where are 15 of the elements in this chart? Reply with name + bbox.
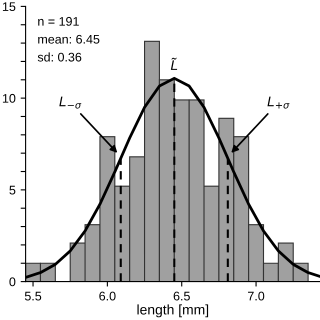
x-tick-label: 5.5: [24, 292, 42, 301]
y-tick-label: 5: [9, 186, 16, 195]
annotation: L$_{−σ}$: [59, 96, 82, 109]
x-axis-title: length [mm]: [137, 304, 208, 318]
annotation: L$_{+σ}$: [267, 96, 290, 109]
y-tick-label: 10: [2, 94, 16, 103]
x-tick-label: 7.0: [248, 292, 264, 301]
x-tick-label: 6.0: [99, 292, 116, 301]
y-tick-label: 15: [2, 2, 16, 12]
annotation: L̃: [170, 58, 178, 70]
y-tick-label: 0: [9, 277, 16, 286]
annotation: n = 191: [38, 16, 79, 26]
annotation: mean: 6.45: [38, 34, 100, 44]
x-tick-label: 6.5: [174, 292, 190, 301]
annotation: sd: 0.36: [38, 52, 82, 62]
